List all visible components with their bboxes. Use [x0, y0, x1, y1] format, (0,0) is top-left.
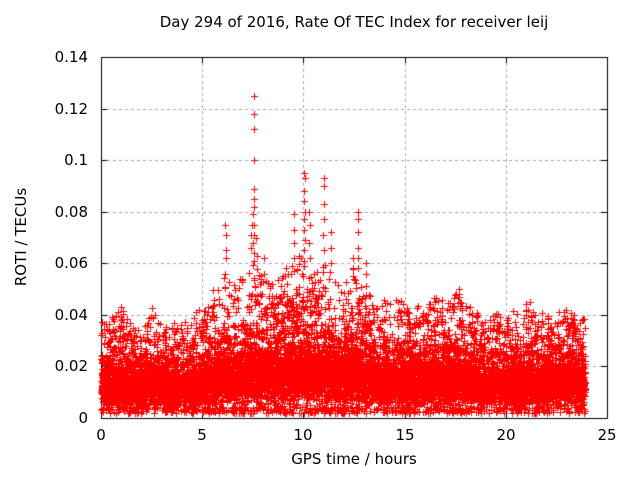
y-tick-label: 0.14 [54, 48, 88, 66]
y-tick-label: 0.08 [54, 203, 88, 221]
x-tick-label: 25 [597, 426, 617, 444]
x-tick-label: 10 [293, 426, 313, 444]
y-tick-label: 0 [78, 409, 88, 427]
x-axis-label: GPS time / hours [291, 450, 417, 468]
y-tick-label: 0.12 [54, 100, 88, 118]
y-tick-label: 0.04 [54, 306, 88, 324]
y-tick-label: 0.06 [54, 254, 88, 272]
x-tick-label: 5 [197, 426, 207, 444]
y-tick-label: 0.1 [64, 151, 88, 169]
x-tick-label: 20 [496, 426, 516, 444]
y-tick-label: 0.02 [54, 357, 88, 375]
x-tick-label: 15 [395, 426, 415, 444]
x-tick-label: 0 [96, 426, 106, 444]
chart-title: Day 294 of 2016, Rate Of TEC Index for r… [159, 13, 549, 31]
